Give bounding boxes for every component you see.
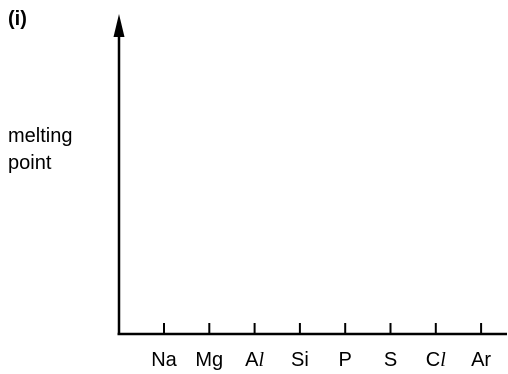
x-tick-label-si: Si [291, 349, 309, 371]
y-axis-label-line-1: melting [8, 125, 73, 147]
x-tick-label-s: S [384, 349, 397, 371]
x-axis-tick-labels: Na Mg Al Si P S Cl Ar [151, 349, 491, 371]
x-axis-ticks [163, 323, 483, 334]
question-part-label: (i) [8, 8, 27, 30]
y-axis-arrowhead [113, 14, 125, 37]
x-tick-label-cl: Cl [426, 349, 446, 371]
x-tick-label-ar: Ar [471, 349, 491, 371]
y-axis-label: melting point [8, 123, 72, 177]
x-tick-label-p: P [339, 349, 352, 371]
x-tick-label-al: Al [245, 349, 264, 371]
x-tick-label-na: Na [151, 349, 177, 371]
y-axis-label-line-2: point [8, 152, 52, 174]
x-tick-label-mg: Mg [195, 349, 223, 371]
